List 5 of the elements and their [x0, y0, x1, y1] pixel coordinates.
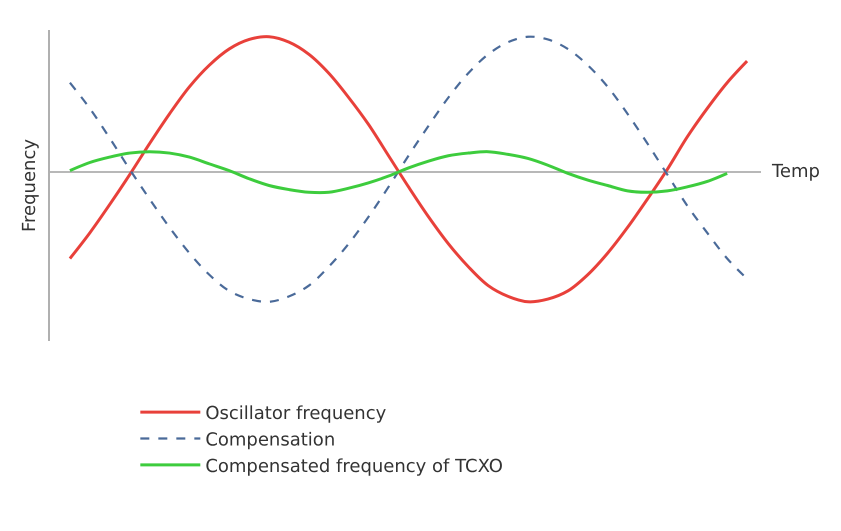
legend-label: Compensated frequency of TCXO — [205, 456, 503, 477]
x-axis-title: Temp — [771, 161, 820, 182]
y-axis-title: Frequency — [18, 138, 40, 232]
legend-label: Oscillator frequency — [205, 403, 387, 424]
legend-label: Compensation — [205, 429, 336, 450]
